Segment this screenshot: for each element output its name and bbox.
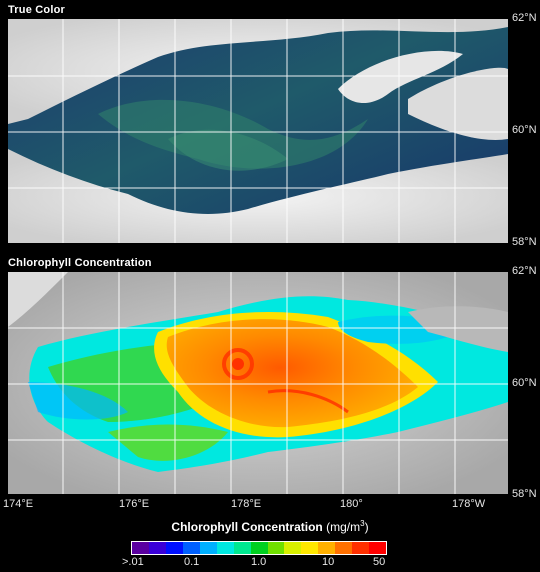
colorbar-tick-4: 50: [373, 556, 386, 568]
lat-label-60n-top: 60°N: [512, 124, 537, 136]
colorbar-swatch-8: [267, 542, 285, 554]
colorbar-tick-3: 10: [322, 556, 335, 568]
colorbar-unit: (mg/m3): [326, 519, 369, 534]
colorbar-swatch-1: [148, 542, 166, 554]
colorbar-swatch-6: [233, 542, 251, 554]
colorbar-swatch-3: [182, 542, 200, 554]
lat-label-60n-bottom: 60°N: [512, 377, 537, 389]
colorbar-swatch-7: [250, 542, 268, 554]
chlorophyll-map: [8, 272, 508, 494]
colorbar-swatch-14: [369, 542, 387, 554]
colorbar-tick-2: 1.0: [251, 556, 267, 568]
true-color-map: [8, 19, 508, 243]
lon-label-174e: 174°E: [3, 498, 34, 510]
colorbar-unit-suffix: ): [364, 520, 369, 534]
lat-label-58n-bottom: 58°N: [512, 488, 537, 500]
lon-label-178w: 178°W: [452, 498, 486, 510]
lon-label-178e: 178°E: [231, 498, 262, 510]
lat-label-62n-bottom: 62°N: [512, 265, 537, 277]
lon-label-176e: 176°E: [119, 498, 150, 510]
lat-label-62n-top: 62°N: [512, 12, 537, 24]
chlorophyll-title: Chlorophyll Concentration: [8, 257, 152, 269]
colorbar-swatch-4: [199, 542, 217, 554]
lon-label-180: 180°: [340, 498, 363, 510]
colorbar-swatch-9: [284, 542, 302, 554]
colorbar: [131, 541, 387, 555]
true-color-title: True Color: [8, 4, 66, 16]
colorbar-unit-prefix: (mg/m: [326, 520, 361, 534]
colorbar-swatch-10: [301, 542, 319, 554]
lat-label-58n-top: 58°N: [512, 236, 537, 248]
colorbar-title-text: Chlorophyll Concentration: [171, 520, 323, 534]
colorbar-swatch-13: [352, 542, 370, 554]
colorbar-swatch-5: [216, 542, 234, 554]
colorbar-swatch-2: [165, 542, 183, 554]
colorbar-tick-0: >.01: [122, 556, 144, 568]
colorbar-title: Chlorophyll Concentration (mg/m3): [0, 519, 540, 534]
colorbar-tick-1: 0.1: [184, 556, 200, 568]
colorbar-swatch-0: [132, 542, 149, 554]
colorbar-swatch-12: [335, 542, 353, 554]
colorbar-swatch-11: [318, 542, 336, 554]
colorbar-unit-exp: 3: [360, 519, 365, 528]
